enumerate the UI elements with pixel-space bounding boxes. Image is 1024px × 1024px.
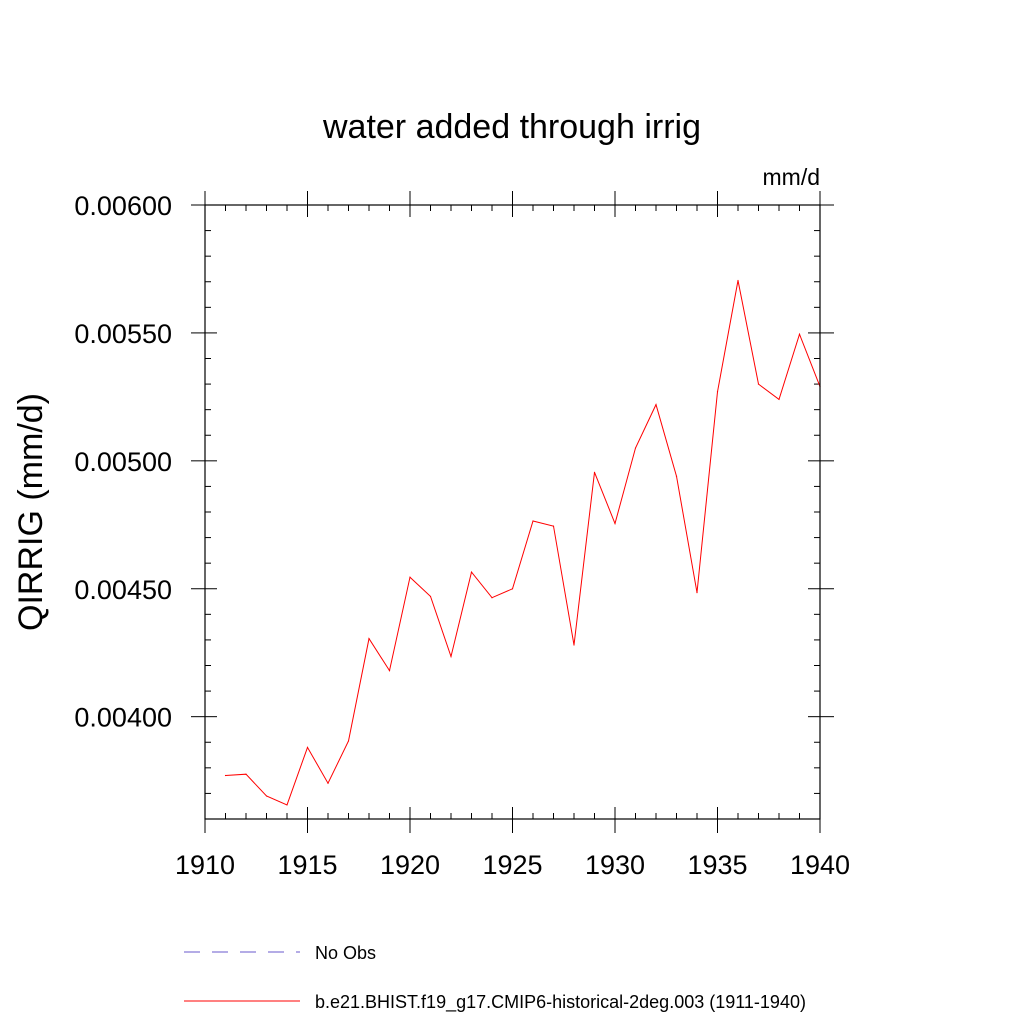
x-tick-label: 1920 [380,850,440,880]
legend-label: b.e21.BHIST.f19_g17.CMIP6-historical-2de… [315,992,806,1013]
series-point [368,638,370,640]
y-tick-label: 0.00550 [74,319,172,349]
series-point [245,773,247,775]
x-tick-label: 1940 [790,850,850,880]
y-axis-label: QIRRIG (mm/d) [12,393,50,631]
plot-line-layer [224,279,821,806]
series-point [450,655,452,658]
x-tick-labels: 1910 1915 1920 1925 1930 1935 1940 [175,850,850,880]
series-point [655,403,657,406]
x-tick-label: 1915 [277,850,337,880]
x-tick-label: 1910 [175,850,235,880]
legend: No Obs b.e21.BHIST.f19_g17.CMIP6-historic… [184,943,806,1013]
series-point [552,525,555,527]
series-point [675,475,678,477]
x-tick-label: 1935 [687,850,747,880]
series-point [224,774,227,777]
series-point [265,795,268,797]
x-tick-label: 1930 [585,850,645,880]
series-point [696,591,698,594]
series-point [778,398,780,401]
series-point [491,597,493,599]
series-point [593,471,596,473]
y-tick-label: 0.00400 [74,703,172,733]
series-point [614,522,616,525]
series-point [511,588,514,590]
series-point [409,576,411,578]
series-point [634,447,637,449]
y-tick-label: 0.00450 [74,575,172,605]
series-point [737,279,739,282]
y-tick-label: 0.00500 [74,447,172,477]
series-point [716,391,719,393]
series-point [573,644,575,646]
chart-title: water added through irrig [322,108,701,146]
tick-marks [191,191,834,833]
series-line [225,280,821,806]
series-point [306,746,309,748]
y-tick-label: 0.00600 [74,191,172,221]
series-point [429,595,432,598]
plot-frame [204,204,821,820]
series-point [470,571,473,573]
legend-label: No Obs [315,943,376,963]
series-point [347,740,350,742]
series-point [388,670,391,672]
y-tick-labels: 0.00400 0.00450 0.00500 0.00550 0.00600 [74,191,172,733]
units-label: mm/d [763,164,821,190]
series-point [327,782,329,784]
x-tick-label: 1925 [482,850,542,880]
series-point [286,804,288,806]
series-point [757,383,760,385]
series-point [798,333,801,335]
series-point [532,520,534,522]
